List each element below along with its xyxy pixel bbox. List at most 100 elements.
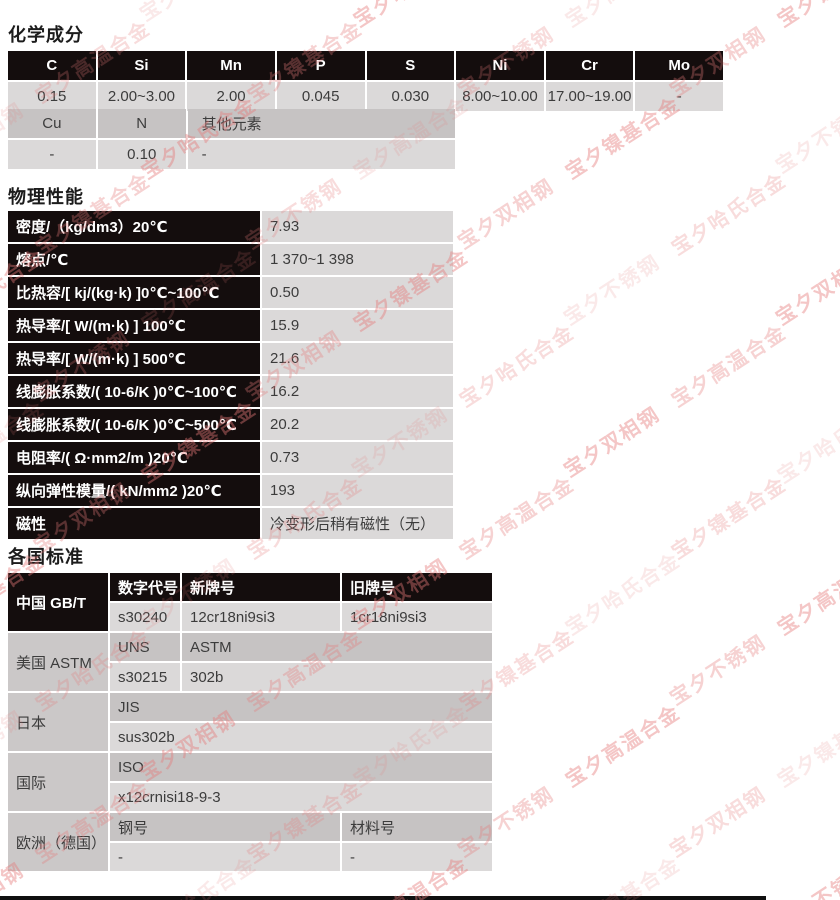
table-row: 密度/（kg/dm3）20℃ 7.93 bbox=[8, 211, 453, 242]
watermark-text: 宝夕镍基合金 bbox=[562, 853, 685, 900]
table-row: 国际 ISO bbox=[8, 753, 492, 811]
property-value: 193 bbox=[262, 475, 453, 506]
table-row: 日本 JIS bbox=[8, 693, 492, 751]
property-label: 电阻率/( Ω·mm2/m )20℃ bbox=[8, 442, 260, 473]
property-label: 熔点/℃ bbox=[8, 244, 260, 275]
chem-header-cell: Si bbox=[97, 51, 186, 80]
watermark-text: 宝夕高温合金 bbox=[456, 473, 579, 564]
watermark-text: 宝夕不锈钢 bbox=[560, 251, 665, 330]
chem-extra-header-cell: N bbox=[97, 109, 186, 138]
table-row: 热导率/[ W/(m·k) ] 500℃ 21.6 bbox=[8, 343, 453, 374]
watermark-text: 宝夕哈氏合金 bbox=[562, 549, 685, 640]
table-row: 热导率/[ W/(m·k) ] 100℃ 15.9 bbox=[8, 310, 453, 341]
table-row: - - bbox=[8, 843, 492, 871]
watermark-text: 宝夕哈氏合金 bbox=[456, 321, 579, 412]
table-row: C Si Mn P S Ni Cr Mo bbox=[8, 51, 723, 80]
std-value-cell: s30215 bbox=[110, 663, 180, 691]
chem-value-cell: 2.00~3.00 bbox=[97, 82, 186, 111]
watermark-text: 宝夕双相钢 bbox=[133, 0, 241, 27]
chem-extra-header-cell: 其他元素 bbox=[187, 109, 455, 138]
property-value: 20.2 bbox=[262, 409, 453, 440]
property-value: 1 370~1 398 bbox=[262, 244, 453, 275]
std-header-cell: 材料号 bbox=[342, 813, 492, 841]
region-cell: 国际 bbox=[8, 753, 108, 811]
std-value-cell: x12crnisi18-9-3 bbox=[110, 783, 492, 811]
table-row: 磁性 冷变形后稍有磁性（无） bbox=[8, 508, 453, 539]
property-label: 线膨胀系数/( 10-6/K )0℃~500℃ bbox=[8, 409, 260, 440]
std-header-cell: 新牌号 bbox=[182, 573, 340, 601]
chem-header-cell: Cr bbox=[545, 51, 634, 80]
std-value-cell: 302b bbox=[182, 663, 492, 691]
bottom-divider-bar bbox=[0, 896, 766, 900]
property-value: 15.9 bbox=[262, 310, 453, 341]
national-standards-table: 中国 GB/T 数字代号 新牌号 旧牌号 s30240 12cr18ni9si3… bbox=[6, 571, 494, 873]
region-cell: 美国 ASTM bbox=[8, 633, 108, 691]
watermark-text: 宝夕双相钢 bbox=[772, 251, 840, 330]
watermark-text: 宝夕不锈钢 bbox=[772, 859, 840, 900]
watermark-text: 宝夕双相钢 bbox=[560, 403, 665, 482]
std-value-cell: - bbox=[110, 843, 340, 871]
property-value: 0.73 bbox=[262, 442, 453, 473]
table-row: x12crnisi18-9-3 bbox=[8, 783, 492, 811]
property-label: 比热容/[ kj/(kg·k) ]0℃~100℃ bbox=[8, 277, 260, 308]
property-label: 纵向弹性模量/( kN/mm2 )20℃ bbox=[8, 475, 260, 506]
chemical-composition-extra-table: Cu N 其他元素 - 0.10 - bbox=[6, 107, 457, 171]
chem-header-cell: S bbox=[366, 51, 455, 80]
watermark-text: 宝夕哈氏合金 bbox=[774, 397, 840, 488]
table-row: s30240 12cr18ni9si3 1cr18ni9si3 bbox=[8, 603, 492, 631]
region-cell: 日本 bbox=[8, 693, 108, 751]
chem-header-cell: Mn bbox=[187, 51, 275, 80]
table-row: 线膨胀系数/( 10-6/K )0℃~100℃ 16.2 bbox=[8, 376, 453, 407]
physical-properties-heading: 物理性能 bbox=[8, 187, 84, 207]
property-label: 磁性 bbox=[8, 508, 260, 539]
std-header-cell: 数字代号 bbox=[110, 573, 180, 601]
chem-extra-value-cell: - bbox=[8, 140, 96, 169]
chem-value-cell: 0.15 bbox=[8, 82, 96, 111]
watermark-text: 宝夕高温合金 bbox=[562, 701, 685, 792]
table-row: 0.15 2.00~3.00 2.00 0.045 0.030 8.00~10.… bbox=[8, 82, 723, 111]
chem-value-cell: 8.00~10.00 bbox=[456, 82, 544, 111]
watermark-text: 宝夕镍基合金 bbox=[668, 473, 791, 564]
chem-extra-header-cell: Cu bbox=[8, 109, 96, 138]
std-header-cell: 旧牌号 bbox=[342, 573, 492, 601]
national-standards-heading: 各国标准 bbox=[8, 547, 84, 567]
table-row: s30215 302b bbox=[8, 663, 492, 691]
std-header-cell: JIS bbox=[110, 693, 492, 721]
chem-header-cell: Ni bbox=[456, 51, 544, 80]
table-row: Cu N 其他元素 bbox=[8, 109, 455, 138]
property-label: 热导率/[ W/(m·k) ] 100℃ bbox=[8, 310, 260, 341]
watermark-text: 宝夕双相钢 bbox=[666, 783, 771, 862]
chemical-composition-heading: 化学成分 bbox=[8, 25, 84, 45]
chem-value-cell: 0.045 bbox=[276, 82, 365, 111]
table-row: 熔点/℃ 1 370~1 398 bbox=[8, 244, 453, 275]
chem-value-cell: 2.00 bbox=[187, 82, 275, 111]
chem-value-cell: 0.030 bbox=[366, 82, 455, 111]
chemical-composition-table: C Si Mn P S Ni Cr Mo 0.15 2.00~3.00 2.00… bbox=[6, 49, 725, 113]
watermark-text: 宝夕不锈钢 bbox=[772, 99, 840, 178]
table-row: 纵向弹性模量/( kN/mm2 )20℃ 193 bbox=[8, 475, 453, 506]
watermark-text: 宝夕不锈钢 bbox=[666, 631, 771, 710]
std-header-cell: ASTM bbox=[182, 633, 492, 661]
table-row: 欧洲（德国） 钢号 材料号 bbox=[8, 813, 492, 871]
table-row: 比热容/[ kj/(kg·k) ]0℃~100℃ 0.50 bbox=[8, 277, 453, 308]
property-label: 热导率/[ W/(m·k) ] 500℃ bbox=[8, 343, 260, 374]
table-row: - 0.10 - bbox=[8, 140, 455, 169]
chem-extra-value-cell: 0.10 bbox=[97, 140, 186, 169]
std-value-cell: sus302b bbox=[110, 723, 492, 751]
region-cell: 欧洲（德国） bbox=[8, 813, 108, 871]
property-value: 冷变形后稍有磁性（无） bbox=[262, 508, 453, 539]
watermark-text: 宝夕镍基合金 bbox=[774, 701, 840, 792]
property-value: 21.6 bbox=[262, 343, 453, 374]
table-row: sus302b bbox=[8, 723, 492, 751]
property-value: 0.50 bbox=[262, 277, 453, 308]
physical-properties-table: 密度/（kg/dm3）20℃ 7.93 熔点/℃ 1 370~1 398 比热容… bbox=[6, 209, 455, 541]
std-header-cell: 钢号 bbox=[110, 813, 340, 841]
chem-header-cell: Mo bbox=[635, 51, 723, 80]
chem-value-cell: 17.00~19.00 bbox=[545, 82, 634, 111]
table-row: 美国 ASTM UNS ASTM bbox=[8, 633, 492, 691]
std-value-cell: - bbox=[342, 843, 492, 871]
watermark-text: 宝夕哈氏合金 bbox=[347, 0, 473, 33]
chem-header-cell: P bbox=[276, 51, 365, 80]
table-row: 中国 GB/T 数字代号 新牌号 旧牌号 bbox=[8, 573, 492, 631]
